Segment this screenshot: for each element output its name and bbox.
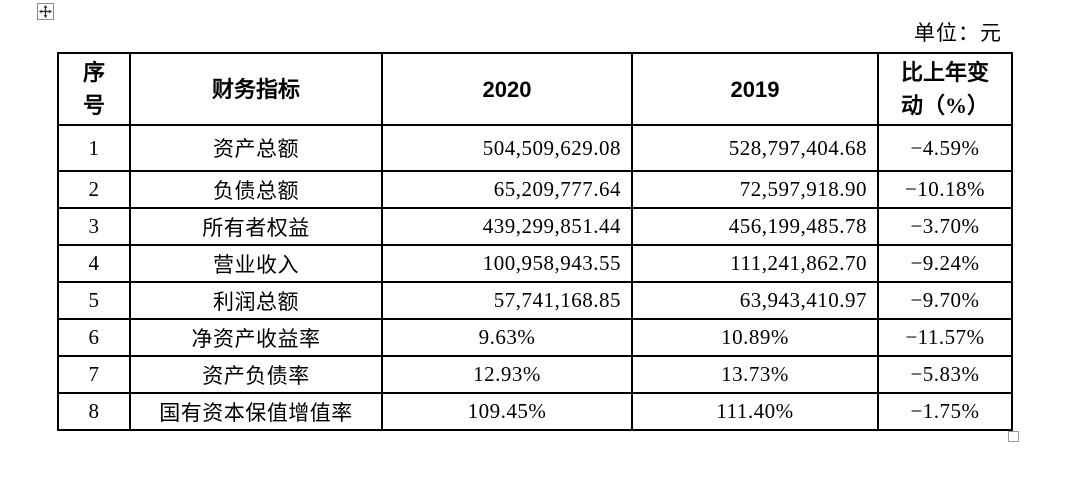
table-row: 2 负债总额 65,209,777.64 72,597,918.90 −10.18% (57, 170, 1013, 209)
cell-change[interactable]: −9.24% (877, 244, 1013, 283)
table-move-handle[interactable] (37, 3, 54, 20)
table-row: 8 国有资本保值增值率 109.45% 111.40% −1.75% (57, 392, 1013, 431)
cell-2019[interactable]: 10.89% (631, 318, 879, 357)
table-row: 4 营业收入 100,958,943.55 111,241,862.70 −9.24% (57, 244, 1013, 283)
cell-2019[interactable]: 528,797,404.68 (631, 124, 879, 172)
cell-change[interactable]: −9.70% (877, 281, 1013, 320)
header-row: 序 号 财务指标 2020 2019 比上年变 动（%） (57, 52, 1013, 126)
cell-change[interactable]: −10.18% (877, 170, 1013, 209)
cell-indicator[interactable]: 营业收入 (129, 244, 383, 283)
cell-index[interactable]: 1 (57, 124, 131, 172)
cell-change[interactable]: −4.59% (877, 124, 1013, 172)
table-resize-handle[interactable] (1008, 431, 1019, 442)
cell-2019[interactable]: 456,199,485.78 (631, 207, 879, 246)
table-body: 1 资产总额 504,509,629.08 528,797,404.68 −4.59% 2… (57, 124, 1013, 431)
cell-indicator[interactable]: 净资产收益率 (129, 318, 383, 357)
cell-index[interactable]: 8 (57, 392, 131, 431)
financial-indicators-table: 序 号 财务指标 2020 2019 比上年变 动（%） 1 资产总额 504,50… (57, 52, 1013, 431)
cell-indicator[interactable]: 负债总额 (129, 170, 383, 209)
cell-change[interactable]: −1.75% (877, 392, 1013, 431)
header-change[interactable]: 比上年变 动（%） (877, 52, 1013, 126)
unit-label: 单位：元 (914, 21, 1002, 45)
cell-2020[interactable]: 109.45% (381, 392, 633, 431)
cell-indicator[interactable]: 国有资本保值增值率 (129, 392, 383, 431)
cell-index[interactable]: 2 (57, 170, 131, 209)
header-indicator[interactable]: 财务指标 (129, 52, 383, 126)
cell-indicator[interactable]: 资产总额 (129, 124, 383, 172)
header-2019[interactable]: 2019 (631, 52, 879, 126)
cell-2019[interactable]: 13.73% (631, 355, 879, 394)
cell-2020[interactable]: 65,209,777.64 (381, 170, 633, 209)
cell-2020[interactable]: 439,299,851.44 (381, 207, 633, 246)
cell-2019[interactable]: 72,597,918.90 (631, 170, 879, 209)
cell-index[interactable]: 4 (57, 244, 131, 283)
cell-2019[interactable]: 63,943,410.97 (631, 281, 879, 320)
table-row: 7 资产负债率 12.93% 13.73% −5.83% (57, 355, 1013, 394)
cell-change[interactable]: −3.70% (877, 207, 1013, 246)
cell-indicator[interactable]: 利润总额 (129, 281, 383, 320)
table-row: 6 净资产收益率 9.63% 10.89% −11.57% (57, 318, 1013, 357)
table-row: 3 所有者权益 439,299,851.44 456,199,485.78 −3.70% (57, 207, 1013, 246)
cell-change[interactable]: −11.57% (877, 318, 1013, 357)
cell-2019[interactable]: 111.40% (631, 392, 879, 431)
cell-2020[interactable]: 57,741,168.85 (381, 281, 633, 320)
cell-2020[interactable]: 9.63% (381, 318, 633, 357)
cell-indicator[interactable]: 资产负债率 (129, 355, 383, 394)
cell-2020[interactable]: 12.93% (381, 355, 633, 394)
header-index[interactable]: 序 号 (57, 52, 131, 126)
move-cross-icon (39, 5, 52, 18)
table-row: 5 利润总额 57,741,168.85 63,943,410.97 −9.70% (57, 281, 1013, 320)
cell-change[interactable]: −5.83% (877, 355, 1013, 394)
cell-2020[interactable]: 504,509,629.08 (381, 124, 633, 172)
cell-index[interactable]: 3 (57, 207, 131, 246)
cell-2019[interactable]: 111,241,862.70 (631, 244, 879, 283)
cell-indicator[interactable]: 所有者权益 (129, 207, 383, 246)
table-row: 1 资产总额 504,509,629.08 528,797,404.68 −4.59% (57, 124, 1013, 172)
header-2020[interactable]: 2020 (381, 52, 633, 126)
cell-index[interactable]: 6 (57, 318, 131, 357)
cell-2020[interactable]: 100,958,943.55 (381, 244, 633, 283)
cell-index[interactable]: 7 (57, 355, 131, 394)
cell-index[interactable]: 5 (57, 281, 131, 320)
